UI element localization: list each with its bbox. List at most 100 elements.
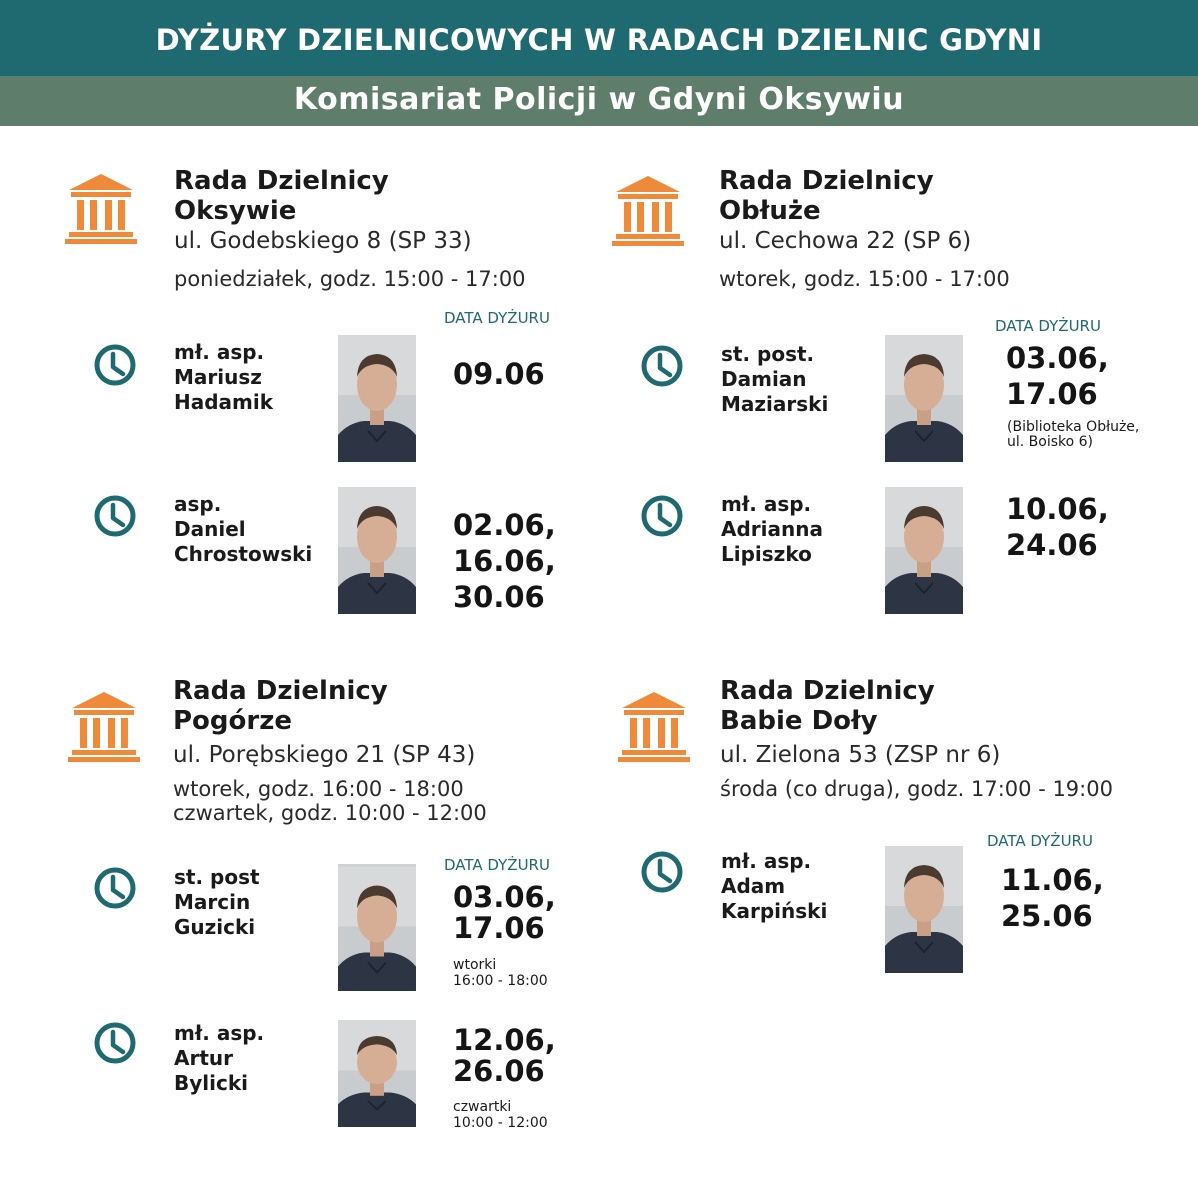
duty-date: 03.06,	[1006, 341, 1109, 375]
officer-first-name: Artur	[174, 1046, 234, 1070]
district-title-line1: Rada Dzielnicy	[719, 166, 934, 196]
duty-date: 24.06	[1006, 528, 1098, 562]
district-title: Rada Dzielnicy Pogórze	[173, 676, 388, 736]
duty-date: 16.06,	[453, 544, 556, 578]
officer-last-name: Karpiński	[721, 899, 828, 923]
officer-first-name: Damian	[721, 367, 807, 391]
officer-first-name: Adrianna	[721, 517, 823, 541]
district-title: Rada Dzielnicy Oksywie	[174, 166, 389, 226]
date-label: DATA DYŻURU	[987, 832, 1093, 850]
officer-first-name: Marcin	[174, 890, 251, 914]
district-address: ul. Godebskiego 8 (SP 33)	[174, 228, 472, 254]
clock-icon	[93, 866, 137, 910]
note-line: 16:00 - 18:00	[453, 973, 548, 989]
duty-date: 10.06,	[1006, 492, 1109, 526]
officer-rank: mł. asp.	[721, 492, 812, 516]
clock-icon	[93, 494, 137, 538]
officer-rank: mł. asp.	[174, 340, 265, 364]
date-label: DATA DYŻURU	[444, 309, 550, 327]
duty-date: 12.06,	[453, 1023, 556, 1057]
duty-date: 03.06,	[453, 880, 556, 914]
clock-icon	[93, 1021, 137, 1065]
duty-dates: 03.06, 17.06	[1006, 340, 1109, 412]
officer-photo	[338, 864, 416, 991]
district-title: Rada Dzielnicy Babie Doły	[720, 676, 935, 736]
officer-last-name: Guzicki	[174, 915, 256, 939]
district-hours: środa (co druga), godz. 17:00 - 19:00	[720, 777, 1113, 801]
hours-line: wtorek, godz. 16:00 - 18:00	[173, 777, 464, 801]
duty-date: 25.06	[1001, 899, 1093, 933]
officer-last-name: Hadamik	[174, 390, 274, 414]
officer-photo	[338, 487, 416, 614]
duty-dates: 03.06, 17.06	[453, 882, 556, 944]
duty-date: 02.06,	[453, 508, 556, 542]
district-name: Oksywie	[174, 196, 297, 226]
duty-date: 17.06	[1006, 377, 1098, 411]
officer-rank: st. post.	[721, 342, 815, 366]
duty-date: 17.06	[453, 911, 545, 945]
officer-name: st. post. Damian Maziarski	[721, 342, 828, 417]
duty-dates: 09.06	[453, 356, 545, 392]
page-title: DYŻURY DZIELNICOWYCH W RADACH DZIELNIC G…	[0, 0, 1198, 76]
district-name: Babie Doły	[720, 706, 878, 736]
officer-photo	[338, 335, 416, 462]
district-title-line1: Rada Dzielnicy	[174, 166, 389, 196]
officer-name: mł. asp. Adrianna Lipiszko	[721, 492, 823, 567]
officer-name: asp. Daniel Chrostowski	[174, 492, 312, 567]
officer-rank: mł. asp.	[721, 849, 812, 873]
duty-date: 30.06	[453, 580, 545, 614]
officer-rank: mł. asp.	[174, 1021, 265, 1045]
officer-rank: asp.	[174, 492, 222, 516]
district-address: ul. Cechowa 22 (SP 6)	[719, 228, 972, 254]
note-line: ul. Boisko 6)	[1007, 434, 1094, 450]
officer-last-name: Maziarski	[721, 392, 829, 416]
note-line: wtorki	[453, 957, 497, 973]
district-obluze: Rada Dzielnicy Obłuże ul. Cechowa 22 (SP…	[612, 166, 1172, 656]
page-subtitle: Komisariat Policji w Gdyni Oksywiu	[0, 76, 1198, 126]
duty-date: 09.06	[453, 357, 545, 391]
officer-photo	[885, 335, 963, 462]
officer-name: mł. asp. Adam Karpiński	[721, 849, 827, 924]
building-columns-icon	[65, 172, 137, 244]
officer-rank: st. post	[174, 865, 260, 889]
district-name: Pogórze	[173, 706, 292, 736]
duty-date: 26.06	[453, 1054, 545, 1088]
officer-first-name: Daniel	[174, 517, 246, 541]
duty-dates: 02.06, 16.06, 30.06	[453, 507, 556, 615]
district-hours: wtorek, godz. 15:00 - 17:00	[719, 267, 1010, 291]
building-columns-icon	[618, 690, 690, 762]
hours-line: wtorek, godz. 15:00 - 17:00	[719, 267, 1010, 291]
clock-icon	[640, 850, 684, 894]
duty-dates: 11.06, 25.06	[1001, 862, 1104, 934]
duty-date: 11.06,	[1001, 863, 1104, 897]
officer-photo	[338, 1020, 416, 1127]
district-oksywie: Rada Dzielnicy Oksywie ul. Godebskiego 8…	[64, 166, 624, 656]
date-label: DATA DYŻURU	[444, 856, 550, 874]
officer-first-name: Adam	[721, 874, 786, 898]
district-title: Rada Dzielnicy Obłuże	[719, 166, 934, 226]
district-address: ul. Porębskiego 21 (SP 43)	[173, 742, 476, 768]
clock-icon	[640, 494, 684, 538]
district-pogorze: Rada Dzielnicy Pogórze ul. Porębskiego 2…	[64, 676, 624, 1166]
officer-photo	[885, 487, 963, 614]
district-hours: poniedziałek, godz. 15:00 - 17:00	[174, 267, 526, 291]
officer-photo	[885, 846, 963, 973]
note-line: 10:00 - 12:00	[453, 1115, 548, 1131]
officer-name: mł. asp. Artur Bylicki	[174, 1021, 264, 1096]
building-columns-icon	[68, 690, 140, 762]
district-name: Obłuże	[719, 196, 821, 226]
district-address: ul. Zielona 53 (ZSP nr 6)	[720, 742, 1001, 768]
duty-note: wtorki 16:00 - 18:00	[453, 957, 548, 989]
duty-dates: 12.06, 26.06	[453, 1025, 556, 1087]
duty-note: czwartki 10:00 - 12:00	[453, 1099, 548, 1131]
officer-last-name: Bylicki	[174, 1071, 249, 1095]
hours-line: czwartek, godz. 10:00 - 12:00	[173, 801, 487, 825]
officer-name: st. post Marcin Guzicki	[174, 865, 260, 940]
building-columns-icon	[612, 174, 684, 246]
note-line: (Biblioteka Obłuże,	[1007, 419, 1140, 435]
officer-name: mł. asp. Mariusz Hadamik	[174, 340, 273, 415]
duty-dates: 10.06, 24.06	[1006, 491, 1109, 563]
officer-last-name: Chrostowski	[174, 542, 313, 566]
clock-icon	[93, 343, 137, 387]
hours-line: środa (co druga), godz. 17:00 - 19:00	[720, 777, 1113, 801]
